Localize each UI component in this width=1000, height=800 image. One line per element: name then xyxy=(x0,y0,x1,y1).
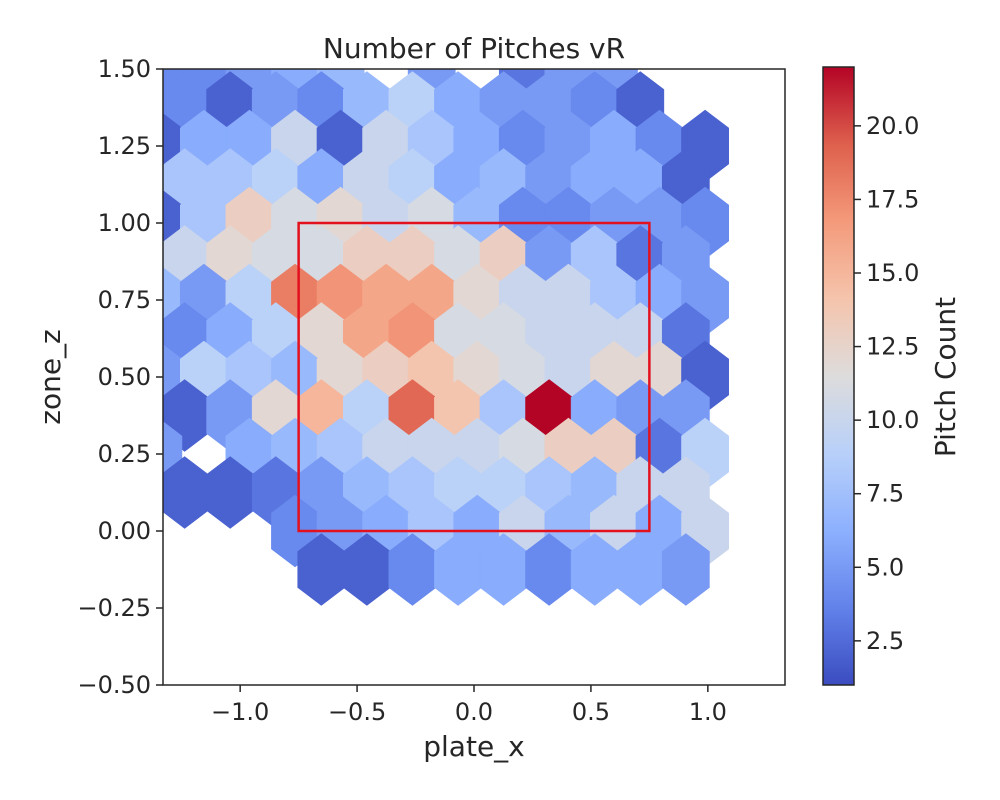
colorbar xyxy=(822,66,855,686)
colorbar-tick-label: 17.5 xyxy=(866,185,919,213)
x-tick-label: −0.5 xyxy=(328,698,386,726)
y-tick-label: 0.75 xyxy=(98,286,151,314)
y-tick-label: 1.50 xyxy=(98,55,151,83)
y-axis-label: zone_z xyxy=(34,329,67,425)
x-axis-label: plate_x xyxy=(423,730,525,763)
chart-title: Number of Pitches vR xyxy=(323,32,625,65)
y-tick-label: −0.25 xyxy=(77,594,151,622)
x-axis-ticks: −1.0 −0.5 0.0 0.5 1.0 xyxy=(211,685,727,726)
y-tick-label: 1.25 xyxy=(98,132,151,160)
x-tick-label: −1.0 xyxy=(211,698,269,726)
y-tick-label: 0.50 xyxy=(98,363,151,391)
colorbar-ticks: 2.5 5.0 7.5 10.0 12.5 15.0 17.5 20.0 xyxy=(854,112,919,655)
hex-bin xyxy=(661,533,710,606)
colorbar-tick-label: 10.0 xyxy=(866,406,919,434)
strike-zone-box xyxy=(297,221,651,533)
x-tick-label: 0.5 xyxy=(572,698,610,726)
colorbar-tick-label: 2.5 xyxy=(866,627,904,655)
y-tick-label: −0.50 xyxy=(77,671,151,699)
y-tick-label: 0.25 xyxy=(98,440,151,468)
x-tick-label: 0.0 xyxy=(455,698,493,726)
colorbar-label: Pitch Count xyxy=(929,297,962,457)
colorbar-tick-label: 15.0 xyxy=(866,259,919,287)
y-tick-label: 0.00 xyxy=(98,517,151,545)
x-tick-label: 1.0 xyxy=(689,698,727,726)
y-tick-label: 1.00 xyxy=(98,209,151,237)
colorbar-tick-label: 5.0 xyxy=(866,553,904,581)
colorbar-tick-label: 7.5 xyxy=(866,480,904,508)
colorbar-tick-label: 20.0 xyxy=(866,112,919,140)
y-axis-ticks: −0.50 −0.25 0.00 0.25 0.50 0.75 1.00 1.25 1.50 xyxy=(77,55,163,699)
hex-layer xyxy=(163,69,729,606)
colorbar-tick-label: 12.5 xyxy=(866,333,919,361)
